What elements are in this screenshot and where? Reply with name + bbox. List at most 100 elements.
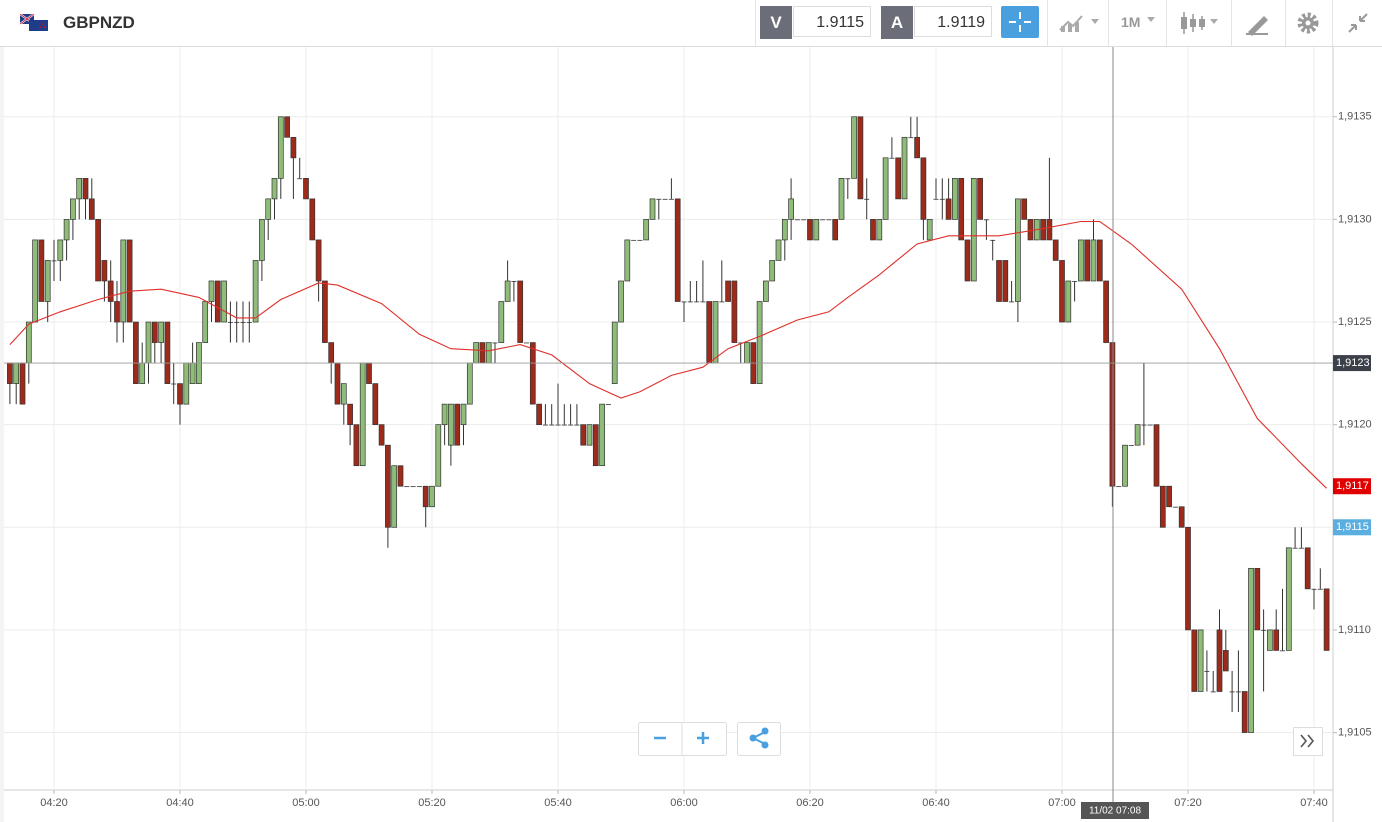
candle-body [618,280,624,323]
candle-body [731,280,738,343]
candle-body [57,239,64,261]
candle-body [1021,198,1028,220]
candle-body [164,321,171,384]
candle-body [517,280,524,343]
ask-label[interactable]: A [881,6,913,39]
collapse-button[interactable] [1346,11,1370,35]
candle-body [234,322,240,323]
crosshair-button[interactable] [1001,6,1039,38]
candle-body [882,157,889,220]
price-marker-box [1333,519,1371,536]
candle-body [44,260,51,302]
candle-body [983,219,989,221]
candle-body [536,403,542,426]
candle-body [706,301,713,364]
candle-body [592,424,599,467]
indicator-button[interactable] [1058,12,1104,34]
candle-body [107,280,114,302]
candle-body [422,485,429,508]
timeframe[interactable]: 1M [1121,14,1141,30]
candle-body [524,342,529,344]
candle-body [561,424,567,426]
separator [1047,0,1048,46]
candle-body [139,362,146,384]
candle-body [901,136,908,200]
candle-body [1153,424,1160,487]
candle-body [568,424,574,426]
price-marker-label: 1,9117 [1336,480,1369,492]
scroll-end-button[interactable] [1293,727,1323,756]
x-tick-label: 05:00 [292,797,320,809]
candle-body [775,239,782,261]
candle-body [252,260,259,323]
candle-body [88,198,95,220]
price-marker-box [1333,478,1371,495]
crosshair-label-box [1081,802,1149,819]
candle-body [460,403,467,426]
y-tick-label: 1,9135 [1338,111,1372,123]
candle-body [511,280,517,282]
candle-body [1015,198,1021,302]
candle-body [1185,526,1191,631]
candle-body [1280,650,1285,652]
candle-body [70,198,76,220]
candle-body [643,219,650,241]
candle-body [889,157,895,159]
candle-body [76,178,83,200]
candle-body [555,424,561,426]
candle-body [769,260,776,282]
candle-body [1285,547,1292,651]
candle-body [1128,445,1134,446]
price-marker-label: 1,9123 [1336,357,1370,369]
candle-body [851,116,857,179]
candle-body [145,321,152,364]
x-tick-label: 06:40 [922,797,950,809]
zoom-controls [638,722,781,756]
chart-type-button[interactable] [1178,10,1224,36]
candle-body [95,219,101,282]
candle-body [347,403,353,426]
candle-body [738,342,744,344]
candle-body [303,178,309,200]
candle-body [214,280,221,323]
dropdown-arrow [1147,17,1155,22]
draw-button[interactable] [1244,10,1272,36]
candle-body [1009,301,1015,303]
candle-body [1122,444,1128,487]
candle-body [586,424,593,446]
bid-price[interactable]: 1.9115 [793,6,871,37]
candle-body [479,342,486,364]
candle-body [1059,260,1065,323]
candle-body [448,403,454,446]
candle-body [1241,691,1248,733]
candle-body [920,157,927,220]
candle-body [473,342,479,364]
candle-body [240,322,246,323]
candle-body [939,198,945,200]
candle-body [120,239,127,323]
candle-body [82,178,89,200]
bid-label[interactable]: V [760,6,792,39]
share-box[interactable] [737,722,781,756]
candle-body [820,219,826,221]
candle-body [101,260,108,282]
candle-body [353,424,360,467]
candle-body [580,424,587,446]
candle-body [964,239,971,282]
candle-body [1134,424,1141,446]
candle-body [719,301,725,303]
price-marker-label: 1,9115 [1336,521,1369,533]
candle-body [416,486,422,488]
x-tick-label: 06:00 [670,797,698,809]
candle-body [284,116,290,138]
ask-price[interactable]: 1.9119 [914,6,992,37]
candle-body [13,362,20,384]
separator [1108,0,1109,46]
zoom-in[interactable] [697,732,709,744]
candle-body [189,362,196,384]
x-tick-label: 07:00 [1048,797,1076,809]
candle-body [259,219,265,261]
settings-button[interactable] [1296,11,1320,35]
candle-body [315,239,322,282]
candle-body [271,178,278,200]
